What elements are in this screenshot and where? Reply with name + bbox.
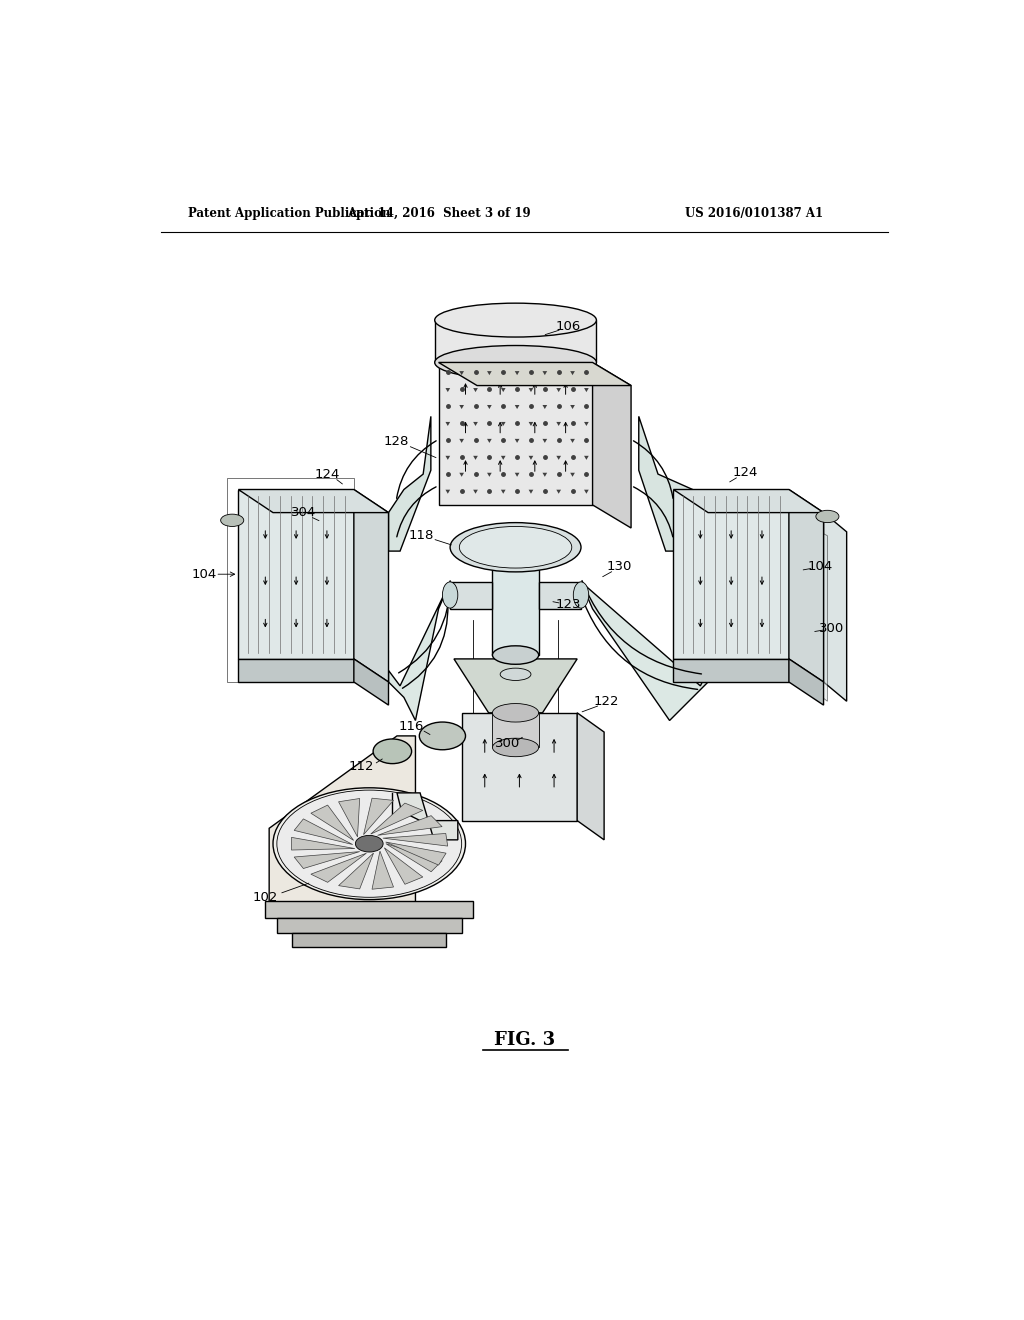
Ellipse shape: [493, 738, 539, 756]
Polygon shape: [294, 851, 359, 869]
Bar: [226, 478, 354, 682]
Bar: [292, 933, 446, 948]
Text: FIG. 3: FIG. 3: [495, 1031, 555, 1049]
Ellipse shape: [355, 836, 383, 851]
Ellipse shape: [451, 523, 581, 572]
Text: 124: 124: [314, 467, 340, 480]
Bar: [239, 490, 354, 659]
Ellipse shape: [276, 791, 462, 898]
Bar: [438, 363, 593, 506]
Polygon shape: [354, 490, 388, 682]
Text: 300: 300: [818, 622, 844, 635]
Polygon shape: [578, 713, 604, 840]
Polygon shape: [311, 805, 353, 841]
Bar: [276, 919, 462, 933]
Ellipse shape: [435, 346, 596, 379]
Ellipse shape: [493, 539, 539, 557]
Text: 130: 130: [607, 560, 632, 573]
Ellipse shape: [460, 527, 571, 568]
Text: 106: 106: [555, 319, 581, 333]
Polygon shape: [788, 490, 823, 682]
Text: 118: 118: [409, 529, 434, 543]
Ellipse shape: [500, 668, 531, 681]
Polygon shape: [371, 803, 423, 834]
Polygon shape: [383, 833, 447, 846]
Ellipse shape: [273, 788, 466, 900]
Text: 102: 102: [253, 891, 278, 904]
Ellipse shape: [220, 515, 244, 527]
Polygon shape: [388, 582, 451, 721]
Ellipse shape: [442, 582, 458, 609]
Bar: [674, 659, 788, 682]
Bar: [239, 659, 354, 682]
Polygon shape: [311, 853, 367, 882]
Text: 104: 104: [191, 568, 216, 581]
Text: US 2016/0101387 A1: US 2016/0101387 A1: [685, 207, 823, 220]
Text: Patent Application Publication: Patent Application Publication: [188, 207, 391, 220]
Polygon shape: [674, 490, 823, 512]
Bar: [674, 490, 788, 659]
Bar: [462, 713, 578, 821]
Polygon shape: [781, 512, 827, 701]
Text: 104: 104: [807, 560, 833, 573]
Polygon shape: [384, 847, 423, 884]
Polygon shape: [239, 490, 388, 512]
Text: Apr. 14, 2016  Sheet 3 of 19: Apr. 14, 2016 Sheet 3 of 19: [347, 207, 530, 220]
Ellipse shape: [493, 704, 539, 722]
Polygon shape: [386, 843, 442, 871]
Polygon shape: [292, 837, 355, 850]
Polygon shape: [269, 737, 416, 906]
Bar: [435, 321, 596, 363]
Polygon shape: [339, 799, 359, 837]
Ellipse shape: [435, 304, 596, 337]
Ellipse shape: [573, 582, 589, 609]
Text: 123: 123: [555, 598, 581, 611]
Polygon shape: [386, 842, 446, 865]
Bar: [451, 582, 493, 609]
Polygon shape: [339, 853, 374, 888]
Ellipse shape: [816, 511, 839, 523]
Polygon shape: [823, 512, 847, 701]
Text: 128: 128: [384, 436, 409, 449]
Text: 300: 300: [496, 737, 520, 750]
Polygon shape: [639, 416, 708, 552]
Bar: [427, 730, 458, 742]
Bar: [500, 675, 531, 713]
Polygon shape: [454, 659, 578, 713]
Polygon shape: [581, 582, 708, 721]
Polygon shape: [372, 851, 393, 890]
Polygon shape: [378, 816, 442, 836]
Polygon shape: [388, 416, 431, 552]
Bar: [539, 582, 581, 609]
Polygon shape: [294, 818, 352, 845]
Text: 304: 304: [291, 506, 316, 519]
Text: 116: 116: [399, 721, 424, 733]
Bar: [493, 713, 539, 747]
Polygon shape: [397, 793, 458, 840]
Ellipse shape: [373, 739, 412, 763]
Text: 122: 122: [594, 694, 620, 708]
Ellipse shape: [419, 722, 466, 750]
Polygon shape: [788, 659, 823, 705]
Text: 112: 112: [349, 760, 375, 774]
Polygon shape: [354, 659, 388, 705]
Polygon shape: [438, 363, 631, 385]
Ellipse shape: [493, 645, 539, 664]
Text: 124: 124: [732, 466, 758, 479]
Bar: [265, 902, 473, 919]
Polygon shape: [593, 363, 631, 528]
Bar: [493, 548, 539, 655]
Polygon shape: [364, 799, 393, 834]
